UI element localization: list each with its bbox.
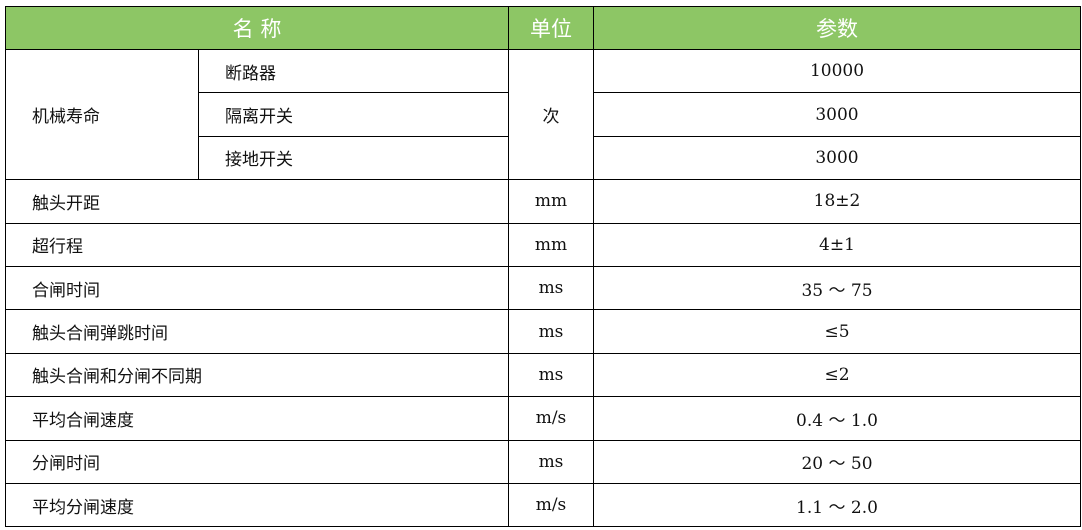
spec-table: 名 称 单位 参数 机械寿命 断路器 次 10000 隔离开关 3000 接地开… xyxy=(5,6,1081,528)
row-name: 超行程 xyxy=(5,222,509,267)
item-name: 接地开关 xyxy=(198,135,509,181)
row-unit: ms xyxy=(508,265,594,311)
row-unit: m/s xyxy=(508,396,594,441)
item-name: 隔离开关 xyxy=(198,92,509,137)
row-name: 合闸时间 xyxy=(5,265,509,311)
table-row: 触头合闸弹跳时间 ms ≤5 xyxy=(5,309,1081,354)
row-name: 分闸时间 xyxy=(5,439,509,484)
row-value: 35 ～ 75 xyxy=(593,265,1081,311)
row-name: 平均分闸速度 xyxy=(5,482,509,528)
row-unit: mm xyxy=(508,179,594,224)
item-value: 3000 xyxy=(593,135,1081,181)
header-unit: 单位 xyxy=(508,6,594,50)
header-param: 参数 xyxy=(593,6,1081,50)
row-value: 0.4 ～ 1.0 xyxy=(593,396,1081,441)
row-value: 20 ～ 50 xyxy=(593,439,1081,484)
group-unit: 次 xyxy=(508,48,594,181)
row-name: 触头合闸和分闸不同期 xyxy=(5,352,509,398)
row-value: ≤5 xyxy=(593,309,1081,354)
table-row: 超行程 mm 4±1 xyxy=(5,222,1081,267)
table-row: 平均分闸速度 m/s 1.1 ～ 2.0 xyxy=(5,482,1081,528)
item-value: 10000 xyxy=(593,48,1081,94)
row-name: 触头合闸弹跳时间 xyxy=(5,309,509,354)
row-value: 18±2 xyxy=(593,179,1081,224)
table-row: 分闸时间 ms 20 ～ 50 xyxy=(5,439,1081,484)
row-name: 平均合闸速度 xyxy=(5,396,509,441)
row-value: ≤2 xyxy=(593,352,1081,398)
table-row: 触头合闸和分闸不同期 ms ≤2 xyxy=(5,352,1081,398)
row-unit: mm xyxy=(508,222,594,267)
header-name: 名 称 xyxy=(5,6,509,50)
table-row: 机械寿命 断路器 次 10000 xyxy=(5,48,1081,181)
row-unit: m/s xyxy=(508,482,594,528)
row-value: 1.1 ～ 2.0 xyxy=(593,482,1081,528)
header-row: 名 称 单位 参数 xyxy=(5,6,1081,50)
item-value: 3000 xyxy=(593,92,1081,137)
row-unit: ms xyxy=(508,439,594,484)
table-row: 合闸时间 ms 35 ～ 75 xyxy=(5,265,1081,311)
group-label: 机械寿命 xyxy=(5,48,199,181)
table-row: 触头开距 mm 18±2 xyxy=(5,179,1081,224)
table-row: 接地开关 3000 xyxy=(6,135,1081,181)
row-value: 4±1 xyxy=(593,222,1081,267)
item-name: 断路器 xyxy=(198,48,509,94)
row-unit: ms xyxy=(508,309,594,354)
row-name: 触头开距 xyxy=(5,179,509,224)
table-row: 隔离开关 3000 xyxy=(6,92,1081,137)
row-unit: ms xyxy=(508,352,594,398)
table-row: 平均合闸速度 m/s 0.4 ～ 1.0 xyxy=(5,396,1081,441)
